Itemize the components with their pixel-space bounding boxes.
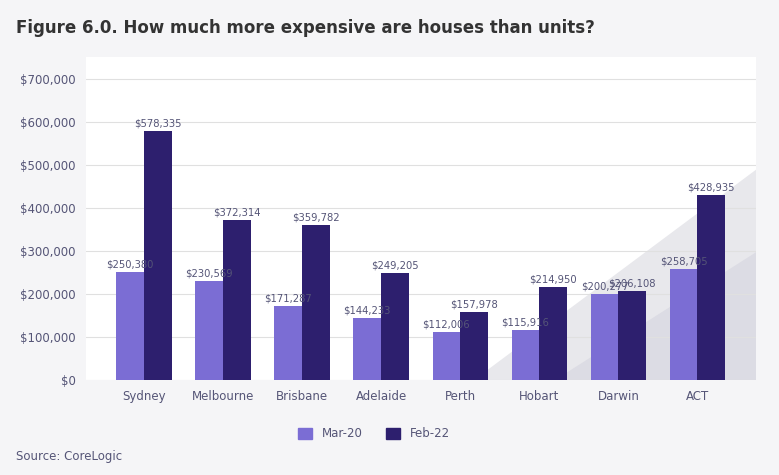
Bar — [460, 312, 488, 380]
Text: $578,335: $578,335 — [134, 118, 182, 128]
Text: $157,978: $157,978 — [450, 299, 498, 309]
Polygon shape — [474, 161, 769, 380]
Text: $200,277: $200,277 — [581, 281, 629, 291]
Text: $214,950: $214,950 — [530, 275, 577, 285]
Text: Source: CoreLogic: Source: CoreLogic — [16, 450, 122, 463]
Bar — [512, 330, 539, 380]
Text: $115,916: $115,916 — [502, 317, 549, 327]
Bar — [697, 195, 725, 380]
Text: $359,782: $359,782 — [292, 212, 340, 222]
Text: $428,935: $428,935 — [688, 183, 735, 193]
Text: $230,569: $230,569 — [185, 268, 233, 278]
Text: $144,233: $144,233 — [344, 305, 391, 315]
Bar — [354, 318, 381, 380]
Legend: Mar-20, Feb-22: Mar-20, Feb-22 — [293, 423, 454, 445]
Bar — [274, 306, 302, 380]
Bar — [223, 219, 251, 380]
Bar — [144, 131, 171, 380]
Text: $171,287: $171,287 — [264, 294, 312, 304]
Bar — [381, 273, 409, 380]
Bar — [619, 291, 646, 380]
Bar — [539, 287, 567, 380]
Text: $249,205: $249,205 — [371, 260, 419, 270]
Bar — [302, 225, 330, 380]
Bar — [196, 281, 223, 380]
Polygon shape — [555, 244, 769, 380]
Bar — [670, 268, 697, 380]
Text: $372,314: $372,314 — [213, 207, 260, 217]
Bar — [432, 332, 460, 380]
Bar — [116, 272, 144, 380]
Text: $206,108: $206,108 — [608, 279, 656, 289]
Bar — [590, 294, 619, 380]
Text: $258,705: $258,705 — [660, 256, 707, 266]
Text: $250,380: $250,380 — [106, 259, 153, 270]
Text: $112,006: $112,006 — [422, 319, 471, 329]
Text: Figure 6.0. How much more expensive are houses than units?: Figure 6.0. How much more expensive are … — [16, 19, 594, 37]
